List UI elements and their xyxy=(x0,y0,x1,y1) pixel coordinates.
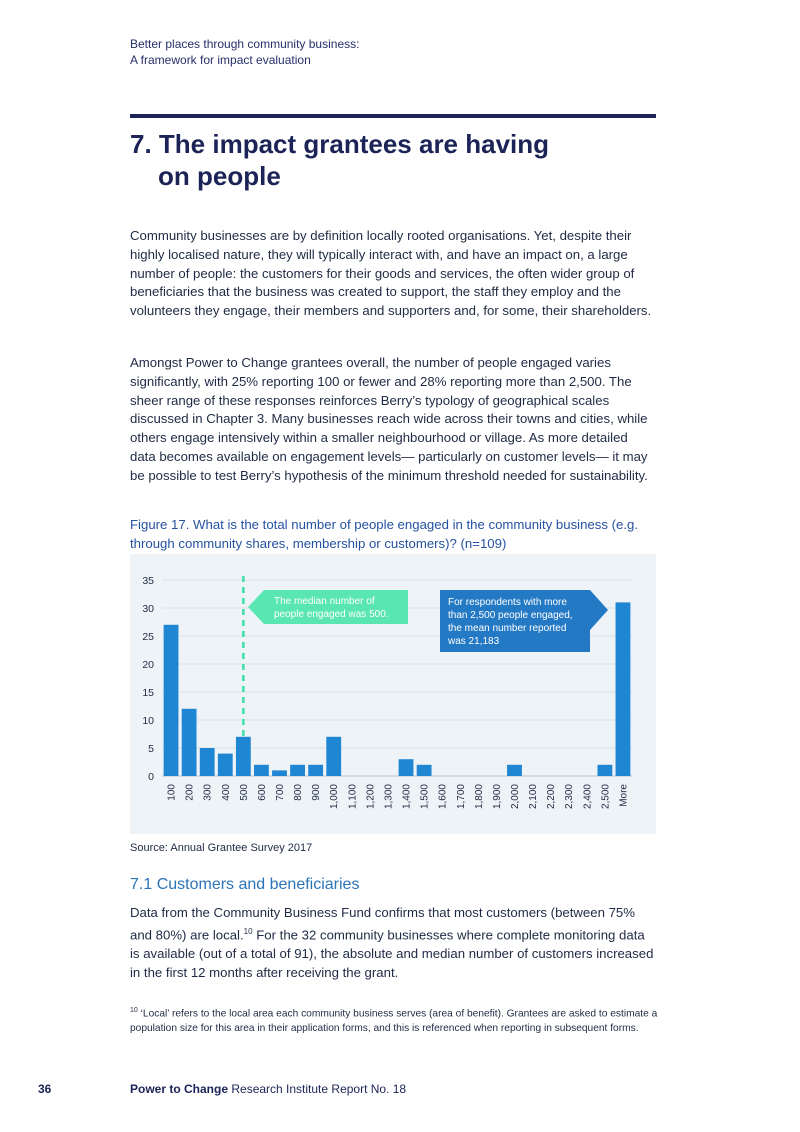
footer-brand-bold: Power to Change xyxy=(130,1082,229,1096)
x-tick-label: 1,600 xyxy=(438,784,449,809)
footnote-text: ‘Local’ refers to the local area each co… xyxy=(130,1008,658,1034)
y-tick-label: 0 xyxy=(148,771,154,783)
x-tick-label: 900 xyxy=(311,784,322,801)
median-callout-line-2: people engaged was 500. xyxy=(274,609,389,620)
x-tick-label: 2,400 xyxy=(582,784,593,809)
median-callout xyxy=(248,590,408,624)
median-callout-line-1: The median number of xyxy=(274,596,375,607)
y-tick-label: 5 xyxy=(148,743,154,755)
bar xyxy=(235,736,251,776)
x-tick-label: 100 xyxy=(167,784,178,801)
x-tick-label: 1,800 xyxy=(474,784,485,809)
y-tick-label: 20 xyxy=(142,659,154,671)
footnote: 10 ‘Local’ refers to the local area each… xyxy=(130,1004,658,1036)
x-tick-label: 400 xyxy=(221,784,232,801)
x-tick-label: 700 xyxy=(275,784,286,801)
y-tick-label: 15 xyxy=(142,687,154,699)
x-tick-label: 2,100 xyxy=(528,784,539,809)
header-line-1: Better places through community business… xyxy=(130,37,360,51)
footer-brand-rest: Research Institute Report No. 18 xyxy=(228,1082,407,1096)
x-tick-label: 1,500 xyxy=(420,784,431,809)
footer-brand: Power to Change Research Institute Repor… xyxy=(130,1082,406,1096)
paragraph-3-part-1: Data from the Community Business Fund co… xyxy=(130,905,635,943)
bar xyxy=(199,748,215,776)
x-tick-label: 1,300 xyxy=(383,784,394,809)
mean-callout-line-3: the mean number reported xyxy=(448,623,566,634)
paragraph-1: Community businesses are by definition l… xyxy=(130,228,652,319)
bar xyxy=(254,764,269,776)
x-tick-label: 200 xyxy=(185,784,196,801)
bar xyxy=(290,764,305,776)
bar xyxy=(326,736,342,776)
x-tick-label: 800 xyxy=(293,784,304,801)
y-tick-label: 25 xyxy=(142,631,154,643)
section-title-line-2: on people xyxy=(158,161,281,191)
bar xyxy=(597,764,613,776)
x-tick-label: 1,100 xyxy=(347,784,358,809)
x-tick-label: 1,200 xyxy=(365,784,376,809)
x-tick-label: 1,900 xyxy=(492,784,503,809)
y-tick-label: 10 xyxy=(142,715,154,727)
mean-callout-line-2: than 2,500 people engaged, xyxy=(448,610,573,621)
x-tick-label: 300 xyxy=(203,784,214,801)
figure-source: Source: Annual Grantee Survey 2017 xyxy=(130,842,313,854)
x-tick-label: 1,000 xyxy=(329,784,340,809)
bar xyxy=(217,753,233,776)
bar xyxy=(308,764,324,776)
bar xyxy=(181,708,197,776)
x-tick-label: 2,500 xyxy=(600,784,611,809)
header-line-2: A framework for impact evaluation xyxy=(130,53,311,67)
bar xyxy=(163,624,179,776)
paragraph-2: Amongst Power to Change grantees overall… xyxy=(130,355,648,483)
bar xyxy=(615,602,631,776)
bar xyxy=(272,770,287,776)
mean-callout-line-4: was 21,183 xyxy=(447,636,500,647)
bar-chart: 0 5 10 15 20 25 30 35 100 200 300 400 500 600 700 800 90… xyxy=(142,575,632,809)
x-tick-label: 2,300 xyxy=(564,784,575,809)
x-tick-label: 2,200 xyxy=(546,784,557,809)
bar xyxy=(507,764,522,776)
mean-callout-line-1: For respondents with more xyxy=(448,597,567,608)
x-tick-label: 2,000 xyxy=(510,784,521,809)
mean-callout xyxy=(440,590,608,652)
x-tick-label: 1,400 xyxy=(402,784,413,809)
x-tick-label: 1,700 xyxy=(456,784,467,809)
x-tick-label: 500 xyxy=(239,784,250,801)
paragraph-3: Data from the Community Business Fund co… xyxy=(130,904,656,983)
running-header: Better places through community business… xyxy=(130,36,359,68)
y-tick-label: 30 xyxy=(142,603,154,615)
section-title-line-1: 7. The impact grantees are having xyxy=(130,129,550,159)
bar xyxy=(398,759,414,776)
section-rule xyxy=(130,114,656,118)
subsection-title: 7.1 Customers and beneficiaries xyxy=(130,876,360,893)
figure-caption: Figure 17. What is the total number of p… xyxy=(130,517,639,551)
page-number: 36 xyxy=(38,1082,52,1096)
paragraph-3-part-2: For the 32 community businesses where co… xyxy=(130,927,654,980)
x-tick-label: 600 xyxy=(257,784,268,801)
x-tick-label: More xyxy=(618,784,629,807)
footnote-number: 10 xyxy=(130,1007,138,1014)
section-title: 7. The impact grantees are having on peo… xyxy=(130,128,650,192)
y-tick-label: 35 xyxy=(142,575,154,587)
footnote-ref[interactable]: 10 xyxy=(243,926,253,936)
bar xyxy=(416,764,432,776)
